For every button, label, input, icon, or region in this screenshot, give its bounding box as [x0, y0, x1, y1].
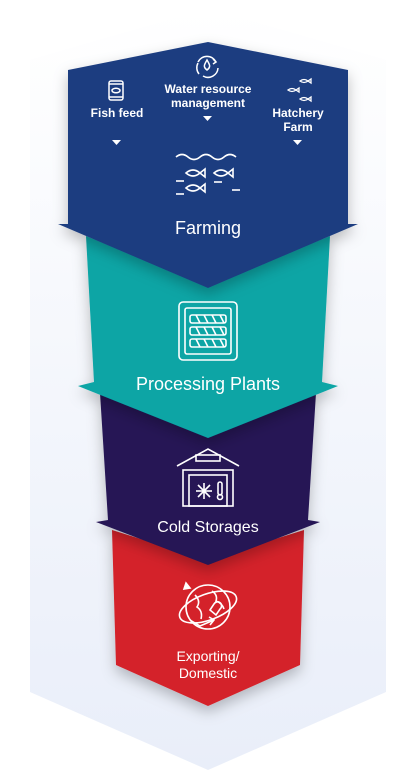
water-resource-label-line2: management — [170, 96, 246, 110]
processing-stage — [78, 236, 338, 438]
cold-storage-title: Cold Storages — [157, 519, 259, 536]
hatchery-farm-label: Hatchery Farm — [262, 106, 334, 134]
fish-feed-bag-icon — [108, 80, 124, 101]
hatchery-farm-label-line2: Farm — [283, 120, 313, 134]
fish-feed-label: Fish feed — [90, 106, 144, 120]
farming-stage — [58, 42, 358, 288]
chevron-down-icon — [203, 116, 212, 121]
processing-title: Processing Plants — [135, 374, 281, 394]
cold-storage-warehouse-icon — [176, 448, 240, 507]
water-recycle-icon — [196, 55, 219, 79]
chevron-down-icon — [293, 140, 302, 145]
cold-storage-stage — [96, 393, 320, 565]
chevron-down-icon — [112, 140, 121, 145]
exporting-title: Exporting/ Domestic — [128, 648, 288, 682]
hatchery-farm-label-line1: Hatchery — [272, 106, 324, 120]
globe-export-icon — [178, 581, 238, 630]
water-resource-label-line1: Water resource — [164, 82, 252, 96]
exporting-title-line2: Domestic — [178, 665, 238, 681]
fish-fillet-tray-icon — [178, 301, 238, 361]
water-resource-label: Water resource management — [150, 82, 266, 110]
farming-title: Farming — [174, 218, 241, 238]
exporting-title-line1: Exporting/ — [176, 648, 240, 664]
exporting-stage — [112, 530, 304, 706]
fish-group-icon — [286, 77, 312, 103]
fish-in-water-icon — [175, 153, 240, 195]
